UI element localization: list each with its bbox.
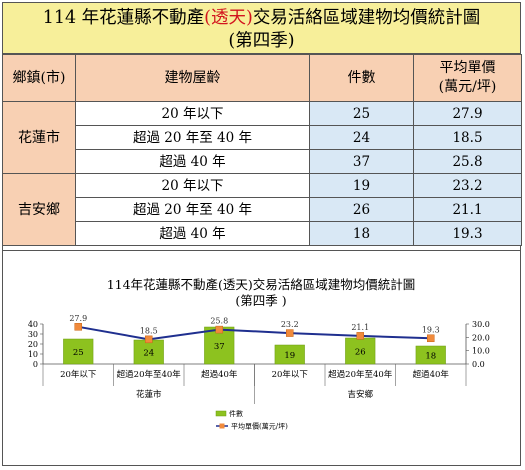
price-value-label: 27.9 [69,314,87,323]
bar-value-label: 25 [73,348,84,358]
header-count: 件數 [309,54,414,102]
category-label: 超過40年 [413,369,450,380]
group-label: 吉安鄉 [347,389,373,400]
age-cell: 超過 40 年 [75,221,310,246]
price-cell: 25.8 [413,149,522,174]
price-value-label: 18.5 [140,326,158,335]
legend-line-marker [219,423,225,429]
price-marker [215,325,223,334]
bar [63,338,94,365]
price-cell: 19.3 [413,221,522,246]
bar [345,337,376,365]
age-cell: 20 年以下 [75,101,310,126]
bar [415,345,446,365]
age-cell: 20 年以下 [75,173,310,198]
bar [274,344,305,365]
price-marker [74,323,82,331]
combo-chart: 114年花蓮縣不動產(透天)交易活絡區域建物均價統計圖 (第四季 ) 01020… [28,277,490,431]
price-cell: 18.5 [413,125,522,150]
count-cell: 19 [309,173,414,198]
chart-panel: 114年花蓮縣不動產(透天)交易活絡區域建物均價統計圖 (第四季 ) 0 10 20… [2,250,521,466]
price-cell: 21.1 [413,197,522,222]
bar-value-label: 26 [355,348,366,358]
header-age: 建物屋齡 [75,54,310,102]
right-tick-label: 20.0 [472,333,490,342]
price-marker [286,329,294,337]
bar-value-label: 19 [284,351,295,361]
title-prefix: 114 年花蓮縣不動產 [42,8,205,28]
left-tick-label: 40 [28,320,38,329]
table-row: 花蓮市 20 年以下 25 27.9 [2,101,522,174]
table-row: 超過 20 年至 40 年 24 18.5 [3,125,522,150]
left-tick-label: 30 [28,330,38,339]
header-town: 鄉鎮(市) [2,54,76,102]
count-cell: 37 [309,149,414,174]
right-tick-label: 30.0 [472,320,490,329]
price-marker [145,335,153,344]
table-row: 超過 40 年 18 19.3 [3,221,522,246]
price-value-label: 21.1 [351,323,369,332]
title-band: 114 年花蓮縣不動產(透天)交易活絡區域建物均價統計圖 (第四季) [2,2,521,54]
legend-line-label: 平均單價(萬元/坪) [231,422,288,431]
town-cell: 花蓮市 [2,101,76,174]
group-label: 花蓮市 [136,389,162,400]
price-value-label: 23.2 [281,320,299,329]
table-row: 超過 20 年至 40 年 26 21.1 [3,197,522,222]
count-cell: 18 [309,221,414,246]
price-marker [427,334,435,343]
price-marker [356,332,364,340]
bar-value-label: 24 [143,349,154,359]
right-tick-label: 0.0 [472,360,485,369]
left-tick-label: 10 [28,350,38,359]
category-label: 20年以下 [272,369,309,380]
left-tick-label: 20 [28,340,38,349]
table-row: 吉安鄉 20 年以下 19 23.2 [2,173,522,246]
header-price: 平均單價 (萬元/坪) [413,54,522,102]
chart-title: 114年花蓮縣不動產(透天)交易活絡區域建物均價統計圖 [107,277,416,292]
table-row: 超過 40 年 37 25.8 [3,149,522,174]
table-header-row: 鄉鎮(市) 建物屋齡 件數 平均單價 (萬元/坪) [2,54,522,102]
price-cell: 23.2 [413,173,522,198]
page-subtitle: (第四季) [228,31,295,51]
bar-value-label: 18 [425,352,436,362]
count-cell: 26 [309,197,414,222]
price-value-label: 19.3 [422,325,440,334]
count-cell: 24 [309,125,414,150]
count-cell: 25 [309,101,414,126]
category-label: 超過20年至40年 [328,369,393,380]
age-cell: 超過 20 年至 40 年 [75,197,310,222]
title-highlight: (透天) [204,8,253,28]
category-label: 超過40年 [201,369,238,380]
right-tick-label: 10.0 [472,347,490,356]
age-cell: 超過 40 年 [75,149,310,174]
category-label: 20年以下 [60,369,97,380]
price-value-label: 25.8 [210,317,228,326]
town-cell: 吉安鄉 [2,173,76,246]
legend-bar-label: 件數 [229,409,243,418]
price-line [78,325,431,341]
price-cell: 27.9 [413,101,522,126]
age-cell: 超過 20 年至 40 年 [75,125,310,150]
header-price-line1: 平均單價 [439,60,496,76]
header-price-line2: (萬元/坪) [438,79,497,95]
legend-bar-swatch [215,410,227,417]
left-tick-label: 0 [33,360,38,369]
chart-subtitle: (第四季 ) [235,293,286,308]
title-suffix: 交易活絡區域建物均價統計圖 [252,8,481,28]
bar-value-label: 37 [214,342,225,352]
price-table: 鄉鎮(市) 建物屋齡 件數 平均單價 (萬元/坪) 花蓮市 20 年以下 25 2… [2,54,522,246]
page-title: 114 年花蓮縣不動產(透天)交易活絡區域建物均價統計圖 [3,6,520,30]
category-label: 超過20年至40年 [117,369,182,380]
